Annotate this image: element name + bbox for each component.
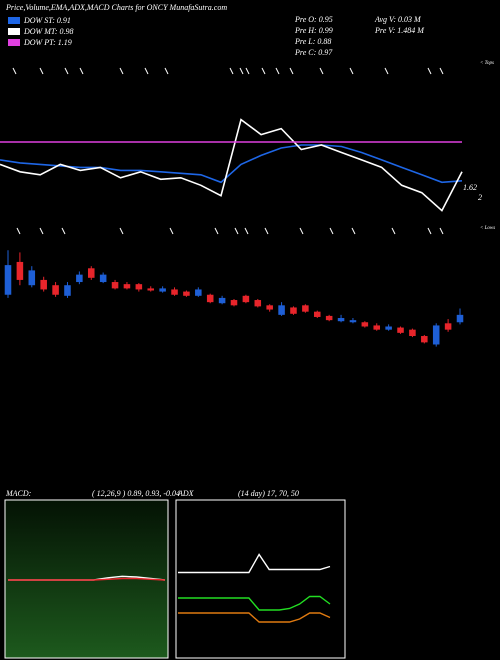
legend-swatch [8,28,20,35]
legend-label: DOW ST: 0.91 [23,16,71,25]
candle-body [397,327,404,333]
candle-body [230,300,238,306]
series-line [0,144,463,184]
candle-body [52,285,59,295]
candle-body [171,289,178,295]
adx-panel [175,499,346,659]
candle-body [99,274,107,283]
adx-title: ADX [177,489,195,498]
stat: Pre V: 1.484 M [374,26,425,35]
candle-body [385,326,392,330]
tops-label: < Tops [480,61,494,66]
annotation: 1.62 [463,183,477,192]
macd-title: MACD: [5,489,32,498]
series-line [178,553,331,574]
candle-body [278,305,285,315]
candle-body [254,300,262,307]
stat: Pre C: 0.97 [294,48,333,57]
candle-body [159,288,166,292]
candle-body [409,329,416,337]
annotation: 2 [478,193,482,202]
candle-body [183,291,190,296]
candle-body [242,295,250,303]
candle-body [195,289,202,296]
candle-body [206,294,214,303]
candle-body [111,282,119,289]
candle-body [28,270,36,286]
candle-body [444,323,452,330]
candle-body [421,336,428,343]
candle-body [349,320,357,323]
candle-body [218,297,226,304]
adx-subtitle: (14 day) 17, 70, 50 [238,489,299,498]
candle-body [123,284,131,289]
candle-body [313,311,321,317]
lows-label: < Lows [480,226,495,231]
candle-body [16,261,24,280]
stat: Avg V: 0.03 M [374,15,422,24]
candle-body [337,318,345,322]
candle-body [135,284,143,290]
page-title: Price,Volume,EMA,ADX,MACD Charts for ONC… [5,3,227,12]
legend-swatch [8,17,20,24]
candle-body [76,274,83,283]
candle-body [266,305,273,310]
candle-body [361,322,369,327]
candle-body [373,325,381,330]
signal-markers [12,67,444,235]
stat: Pre H: 0.99 [294,26,333,35]
candle-body [325,315,333,321]
stat: Pre L: 0.88 [294,37,331,46]
series-line [8,577,166,581]
candle-body [64,285,71,296]
legend-swatch [8,39,20,46]
series-line [178,612,331,623]
candle-body [147,288,155,291]
candle-body [456,314,464,323]
series-line [178,595,331,611]
candle-body [87,268,95,278]
candle-body [432,325,440,345]
series-line [0,118,463,212]
candle-body [4,265,12,295]
stat: Pre O: 0.95 [294,15,333,24]
candle-body [40,279,47,290]
legend-label: DOW PT: 1.19 [23,38,72,47]
candle-body [290,307,297,314]
legend-label: DOW MT: 0.98 [23,27,74,36]
macd-subtitle: ( 12,26,9 ) 0.89, 0.93, -0.04 [92,489,180,498]
candle-body [302,305,309,312]
